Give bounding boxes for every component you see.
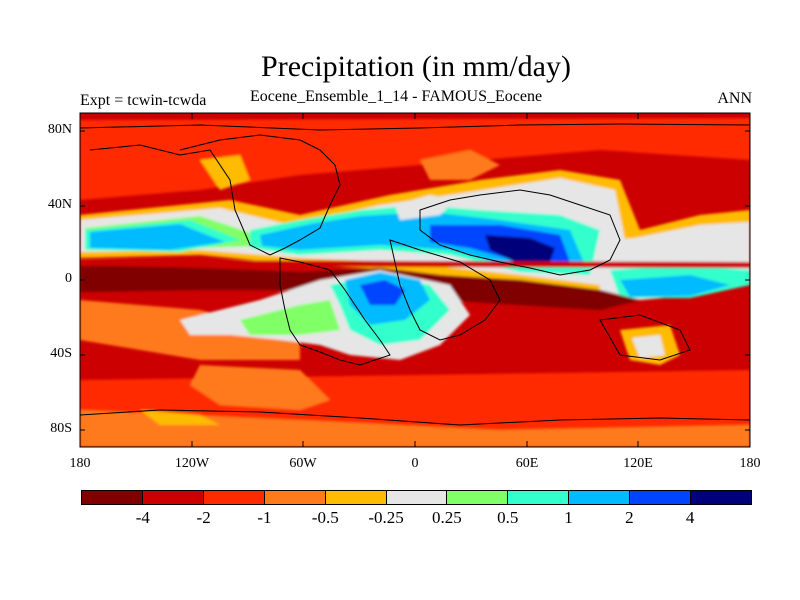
colorbar-bin xyxy=(569,491,631,504)
colorbar xyxy=(81,490,752,505)
y-tick-label: 80S xyxy=(50,421,72,436)
field-patch xyxy=(80,410,750,447)
colorbar-label: -1 xyxy=(257,508,272,527)
coastline-arctic xyxy=(80,123,750,131)
colorbar-label: 0.5 xyxy=(497,508,519,527)
x-tick-label: 120E xyxy=(623,456,653,471)
colorbar-bin xyxy=(630,491,692,504)
y-tick-label: 80N xyxy=(47,122,72,137)
coastlines xyxy=(80,123,750,426)
y-tick-label: 40S xyxy=(50,346,72,361)
colorbar-label: -0.25 xyxy=(368,508,404,527)
season-label: ANN xyxy=(717,90,752,107)
field-patch xyxy=(632,335,665,358)
field-patch xyxy=(395,195,455,220)
colorbar-label: -0.5 xyxy=(311,508,339,527)
coastline-north-america xyxy=(89,134,341,256)
chart-title: Precipitation (in mm/day) xyxy=(261,50,571,83)
map-field xyxy=(80,113,750,447)
colorbar-label: 4 xyxy=(685,508,695,527)
colorbar-bin xyxy=(447,491,509,504)
x-tick-label: 120W xyxy=(174,456,210,471)
y-tick-label: 0 xyxy=(65,271,72,286)
x-tick-label: 180 xyxy=(69,456,91,471)
colorbar-label: 2 xyxy=(625,508,634,527)
experiment-label: Expt = tcwin-tcwda xyxy=(80,92,207,109)
field-patch xyxy=(620,275,730,297)
colorbar-bin xyxy=(203,491,265,504)
x-tick-label: 0 xyxy=(411,456,419,471)
colorbar-bin xyxy=(386,491,448,504)
coastline-europe-asia xyxy=(419,189,621,276)
field-patch xyxy=(360,280,405,305)
y-tick-label: 40N xyxy=(47,197,72,212)
colorbar-label: -4 xyxy=(135,508,150,527)
colorbar-label: 0.25 xyxy=(432,508,462,527)
field-patch xyxy=(485,235,555,262)
colorbar-bin xyxy=(691,491,751,504)
colorbar-bin xyxy=(508,491,570,504)
field-patch xyxy=(80,260,750,268)
field-patch xyxy=(140,410,220,425)
colorbar-bin xyxy=(325,491,387,504)
field-patch xyxy=(240,300,340,335)
colorbar-bin xyxy=(82,491,143,504)
colorbar-bin xyxy=(264,491,326,504)
x-tick-label: 180 xyxy=(739,456,761,471)
field-patch xyxy=(420,150,500,180)
x-tick-label: 60E xyxy=(515,456,539,471)
axis-ticks xyxy=(80,113,750,447)
chart-subtitle: Eocene_Ensemble_1_14 - FAMOUS_Eocene xyxy=(250,88,543,105)
coastline-south-america xyxy=(279,257,391,366)
colorbar-label: -2 xyxy=(196,508,211,527)
field-patch xyxy=(190,365,330,410)
x-tick-label: 60W xyxy=(289,456,317,471)
colorbar-label: 1 xyxy=(564,508,573,527)
colorbar-bin xyxy=(142,491,204,504)
coastline-australia xyxy=(599,314,691,361)
coastline-antarctica xyxy=(80,409,750,426)
coastline-africa xyxy=(389,239,501,341)
field-patch xyxy=(90,224,225,250)
